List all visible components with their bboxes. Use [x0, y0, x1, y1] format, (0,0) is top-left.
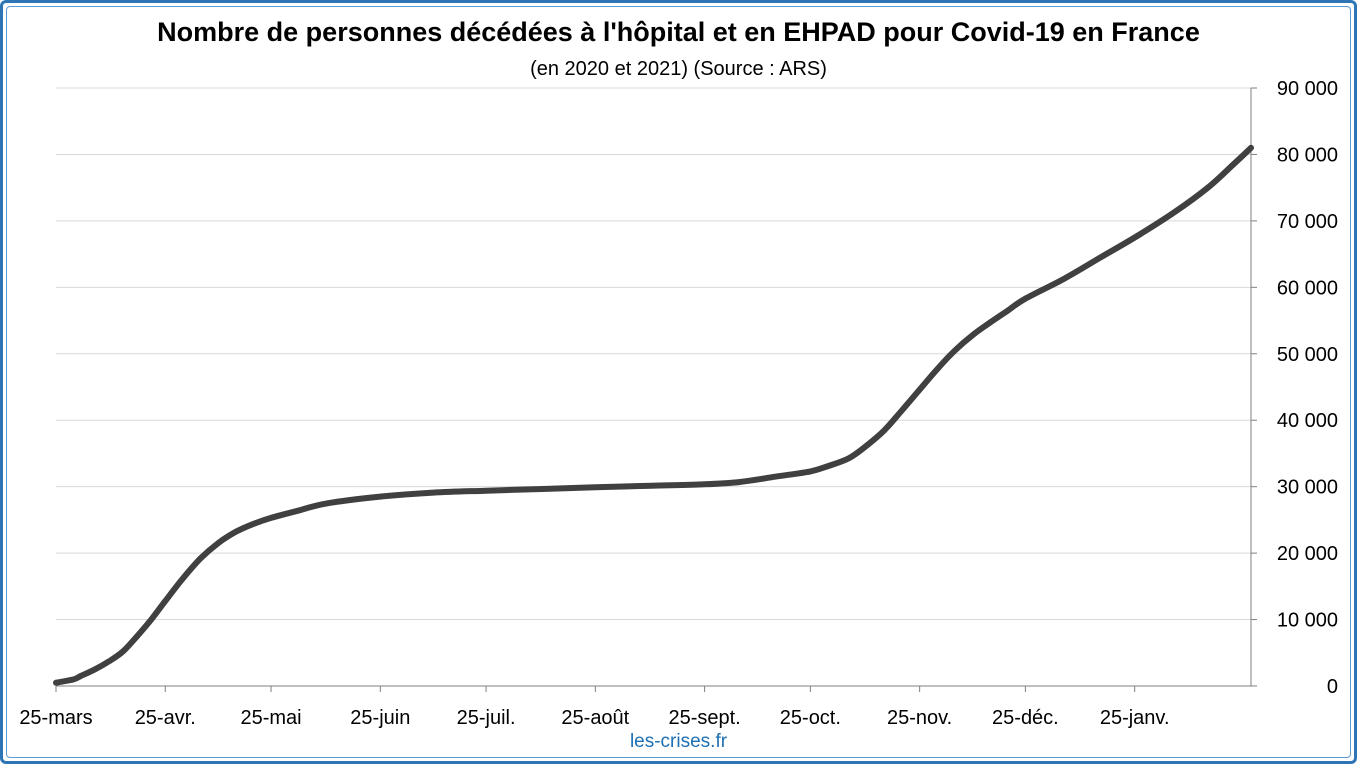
x-tick-label: 25-janv. [1100, 707, 1170, 729]
x-tick-label: 25-mars [19, 707, 92, 729]
y-axis-tick-labels: 0 10 000 20 000 30 000 40 000 50 000 60 000 70 … [1277, 78, 1338, 698]
y-tick-label: 20 000 [1277, 543, 1338, 565]
gridlines [56, 87, 1251, 621]
watermark-text: les-crises.fr [629, 731, 728, 752]
chart-subtitle: (en 2020 et 2021) (Source : ARS) [530, 58, 827, 80]
chart-inner-border [6, 6, 1351, 758]
x-tick-label: 25-nov. [887, 707, 952, 729]
series-group [53, 144, 1254, 686]
y-tick-label: 40 000 [1277, 410, 1338, 432]
chart-title: Nombre de personnes décédées à l'hôpital… [157, 17, 1200, 47]
y-tick-label: 90 000 [1277, 78, 1338, 100]
x-tick-label: 25-sept. [668, 707, 740, 729]
x-tick-label: 25-juin [350, 707, 410, 729]
x-tick-label: 25-juil. [457, 707, 516, 729]
x-tick-label: 25-mai [240, 707, 301, 729]
y-tick-label: 60 000 [1277, 277, 1338, 299]
axes [55, 87, 1257, 692]
x-tick-label: 25-oct. [780, 707, 841, 729]
x-tick-label: 25-déc. [992, 707, 1059, 729]
x-axis-tick-labels: 25-mars 25-avr. 25-mai 25-juin 25-juil. 25-ao… [19, 707, 1169, 729]
y-tick-label: 30 000 [1277, 477, 1338, 499]
x-tick-label: 25-août [561, 707, 629, 729]
y-tick-label: 10 000 [1277, 610, 1338, 632]
y-tick-label: 80 000 [1277, 144, 1338, 166]
y-tick-label: 50 000 [1277, 344, 1338, 366]
y-tick-label: 70 000 [1277, 211, 1338, 233]
series-line [53, 144, 1254, 686]
y-tick-label: 0 [1327, 676, 1338, 698]
x-tick-label: 25-avr. [135, 707, 196, 729]
